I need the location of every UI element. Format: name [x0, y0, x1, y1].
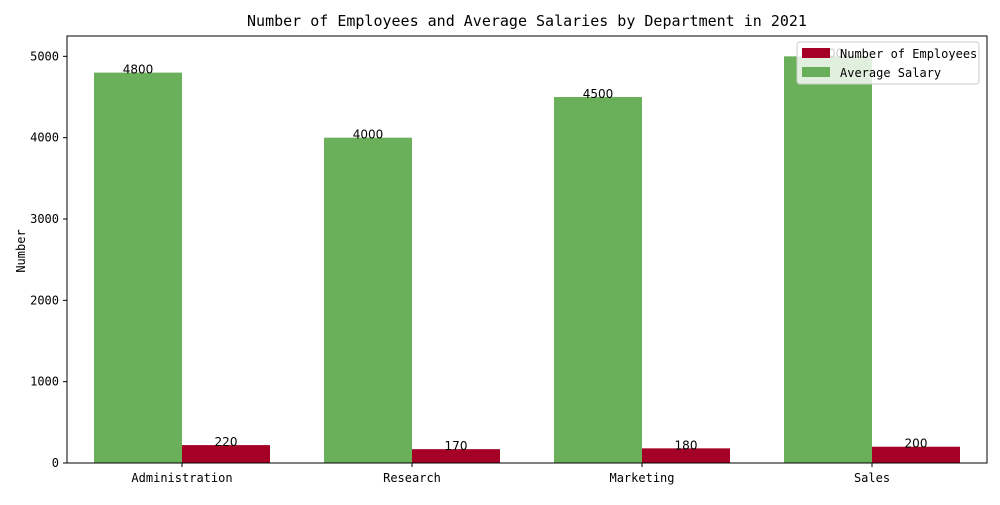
- y-tick-label: 2000: [30, 293, 59, 307]
- y-tick-label: 4000: [30, 131, 59, 145]
- data-label-number-of-employees: 180: [675, 438, 698, 452]
- plot-frame: [66, 35, 988, 464]
- chart-title: Number of Employees and Average Salaries…: [247, 12, 807, 30]
- data-label-number-of-employees: 170: [445, 439, 468, 453]
- legend-label: Number of Employees: [840, 47, 977, 61]
- bar-average-salary: [784, 56, 872, 463]
- y-tick-label: 5000: [30, 49, 59, 63]
- y-tick-label: 3000: [30, 212, 59, 226]
- x-tick-label: Administration: [131, 471, 232, 485]
- x-tick-label: Sales: [854, 471, 890, 485]
- y-axis-label: Number: [14, 229, 28, 272]
- data-label-average-salary: 4800: [123, 63, 154, 77]
- bar-number-of-employees: [182, 445, 270, 463]
- data-label-average-salary: 4000: [353, 128, 384, 142]
- bar-number-of-employees: [872, 446, 960, 463]
- plot-area: 4800 220 Administration 4000 170 Research 4500…: [30, 35, 988, 485]
- bar-number-of-employees: [412, 449, 500, 463]
- x-tick-label: Research: [383, 471, 441, 485]
- bar-average-salary: [324, 137, 412, 463]
- data-label-average-salary: 4500: [583, 87, 614, 101]
- x-tick-label: Marketing: [609, 471, 674, 485]
- bar-average-salary: [94, 72, 182, 463]
- legend-label: Average Salary: [840, 66, 941, 80]
- legend-swatch: [802, 67, 830, 77]
- data-label-number-of-employees: 220: [215, 435, 238, 449]
- y-tick-label: 0: [52, 456, 59, 470]
- legend-swatch: [802, 48, 830, 58]
- legend-box: [796, 41, 980, 85]
- data-label-number-of-employees: 200: [905, 437, 928, 451]
- legend: Number of Employees Average Salary: [796, 41, 980, 85]
- bar-average-salary: [554, 97, 642, 463]
- bar-number-of-employees: [642, 448, 730, 463]
- y-tick-label: 1000: [30, 375, 59, 389]
